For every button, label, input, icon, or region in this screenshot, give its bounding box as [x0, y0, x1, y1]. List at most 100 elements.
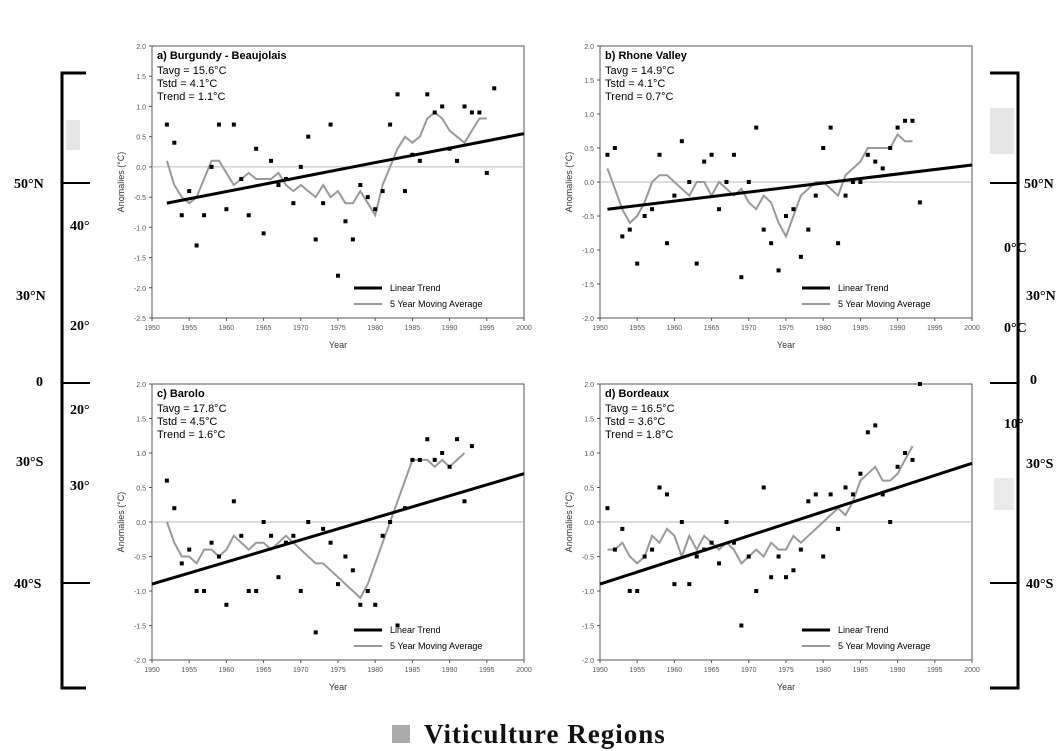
data-point: [336, 273, 340, 278]
data-point: [187, 189, 192, 194]
x-tick-label: 1950: [144, 325, 160, 332]
linear-trend-line: [599, 461, 973, 586]
data-point: [694, 261, 699, 266]
map-fragment: [994, 478, 1014, 510]
data-point: [605, 506, 610, 511]
data-point: [917, 200, 922, 205]
data-point: [484, 170, 489, 175]
panel-stat: Trend = 0.7°C: [605, 91, 674, 103]
data-point: [306, 134, 311, 139]
data-point: [298, 589, 303, 593]
data-point: [850, 180, 855, 184]
data-point: [350, 237, 355, 242]
data-point: [164, 478, 169, 483]
x-tick-label: 1995: [479, 325, 495, 332]
data-point: [717, 561, 722, 566]
data-point: [261, 520, 266, 524]
data-point: [283, 176, 288, 181]
data-point: [395, 92, 400, 97]
y-tick-label: 0.0: [584, 180, 594, 187]
panel-title: b) Rhone Valley: [605, 50, 688, 62]
chart-panel-barolo: -2.0 -1.5 -1.0 -0.5 0.0 0.5 1.0 1.5 2.0 1950 1955 1…: [116, 382, 532, 692]
data-point: [612, 547, 617, 552]
data-point: [410, 152, 415, 157]
x-tick-label: 1980: [367, 667, 383, 674]
x-tick-label: 1975: [330, 325, 346, 332]
linear-trend-line: [151, 472, 525, 586]
data-point: [291, 533, 296, 538]
data-point: [246, 589, 251, 593]
y-tick-label: 0.5: [584, 146, 594, 153]
data-point: [276, 183, 281, 188]
y-tick-label: 1.5: [584, 78, 594, 85]
legend-trend-label: Linear Trend: [390, 625, 441, 635]
data-point: [224, 207, 229, 212]
x-tick-label: 1960: [667, 667, 683, 674]
x-tick-label: 2000: [516, 667, 532, 674]
data-point: [657, 152, 662, 157]
data-point: [440, 104, 445, 109]
data-point: [343, 554, 348, 559]
lat-label-left: 40°S: [14, 577, 42, 592]
data-point: [269, 158, 274, 163]
data-point: [620, 234, 625, 239]
data-point: [365, 589, 370, 593]
data-point: [739, 275, 744, 280]
data-point: [724, 180, 729, 184]
data-point: [873, 423, 878, 428]
moving-average-line: [606, 132, 913, 239]
y-tick-label: 2.0: [136, 382, 146, 389]
data-point: [605, 152, 610, 157]
data-point: [888, 146, 893, 150]
data-point: [620, 526, 625, 531]
legend-ma-label: 5 Year Moving Average: [390, 641, 482, 651]
lat-label-left: 30°: [70, 479, 90, 494]
data-point: [664, 241, 669, 246]
data-point: [417, 158, 422, 163]
data-point: [254, 146, 259, 151]
data-point: [635, 589, 640, 593]
data-point: [373, 207, 378, 212]
data-point: [202, 589, 207, 593]
data-point: [306, 520, 311, 524]
x-tick-label: 1990: [890, 325, 906, 332]
lat-label-right: 0°C: [1004, 241, 1027, 256]
data-point: [216, 554, 221, 559]
data-point: [395, 623, 400, 628]
y-tick-label: -2.0: [582, 658, 594, 665]
x-tick-label: 1995: [927, 667, 943, 674]
lat-label-left: 20°: [70, 319, 90, 334]
data-point: [328, 540, 333, 545]
data-point: [836, 526, 841, 531]
panel-stat: Tavg = 14.9°C: [605, 65, 675, 77]
y-tick-label: -1.5: [134, 624, 146, 631]
y-tick-label: 0.0: [136, 165, 146, 172]
y-tick-label: -0.5: [134, 195, 146, 202]
data-point: [172, 506, 177, 511]
lat-label-right: 10°: [1004, 417, 1024, 432]
x-tick-label: 1950: [592, 325, 608, 332]
data-point: [806, 227, 811, 232]
y-tick-label: 1.5: [136, 417, 146, 424]
data-point: [843, 193, 848, 198]
data-point: [694, 554, 699, 559]
data-point: [724, 520, 729, 524]
panel-stat: Tstd = 4.1°C: [605, 78, 665, 90]
data-point: [798, 547, 803, 552]
x-tick-label: 1955: [629, 325, 645, 332]
lat-label-right: 0: [1030, 373, 1037, 388]
x-tick-label: 1955: [181, 667, 197, 674]
y-axis-label: Anomalies (°C): [564, 152, 574, 213]
x-tick-label: 2000: [516, 325, 532, 332]
y-tick-label: -2.5: [134, 316, 146, 323]
data-point: [657, 485, 662, 490]
legend-trend-label: Linear Trend: [838, 283, 889, 293]
data-point: [895, 464, 900, 469]
data-point: [709, 152, 714, 157]
plot-area: [151, 45, 525, 319]
x-tick-label: 1965: [704, 325, 720, 332]
x-tick-label: 1990: [442, 325, 458, 332]
data-point: [679, 139, 684, 144]
data-point: [469, 444, 474, 449]
